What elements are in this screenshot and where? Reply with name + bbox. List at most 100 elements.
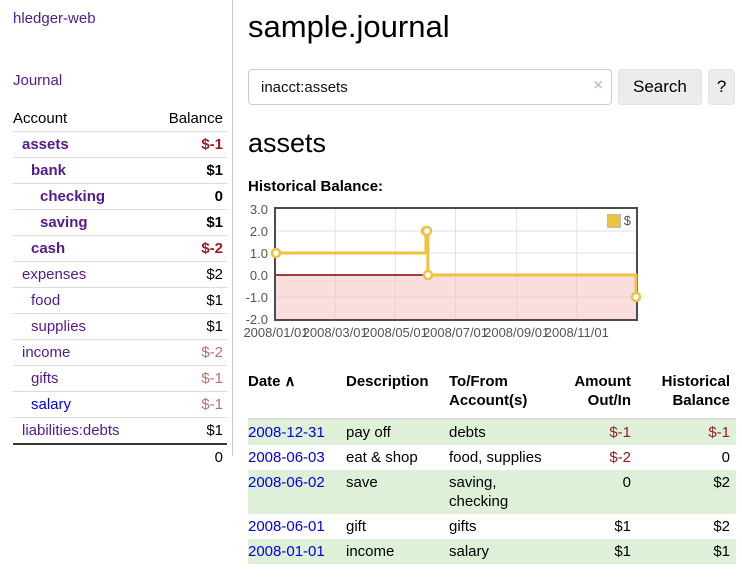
register-header-description: Description: [346, 368, 449, 420]
account-balance: $-1: [201, 136, 223, 153]
account-row: bank $1: [13, 157, 227, 184]
transaction-balance: $-1: [708, 424, 730, 441]
account-balance: $2: [206, 266, 223, 283]
y-tick-label: 1.0: [249, 246, 268, 261]
y-tick-label: 2.0: [249, 224, 268, 239]
transaction-description: gift: [346, 518, 367, 535]
account-row: food $1: [13, 287, 227, 314]
account-link-income[interactable]: income: [22, 344, 71, 361]
register-row: 2008-06-01 gift gifts $1 $2: [248, 514, 736, 539]
transaction-balance: $2: [713, 474, 730, 491]
account-balance: 0: [214, 188, 223, 205]
y-tick-label: 0.0: [249, 268, 268, 283]
transaction-amount: $1: [614, 518, 631, 535]
account-balance: $1: [206, 214, 223, 231]
register-row: 2008-01-01 income salary $1 $1: [248, 539, 736, 564]
chart-title: Historical Balance:: [248, 178, 384, 195]
account-row: saving $1: [13, 209, 227, 236]
search-button[interactable]: Search: [618, 69, 702, 105]
chart-canvas: [270, 209, 642, 319]
x-tick-label: 2008/05/01: [362, 325, 428, 340]
sort-asc-icon: ∧: [284, 373, 296, 390]
account-balance: $1: [206, 422, 223, 439]
register-header-amount: Amount Out/In: [557, 368, 637, 420]
y-tick-label: 3.0: [249, 202, 268, 217]
account-link-liabilities-debts[interactable]: liabilities:debts: [22, 422, 120, 439]
account-balance: $-1: [201, 396, 223, 413]
x-tick-label: 2008/07/01: [422, 325, 489, 340]
help-button[interactable]: ?: [707, 69, 736, 105]
transaction-amount: $1: [614, 543, 631, 560]
account-balance: $-2: [201, 344, 223, 361]
account-link-expenses[interactable]: expenses: [22, 266, 87, 283]
transaction-balance: $1: [713, 543, 730, 560]
accounts-header-account: Account: [13, 110, 68, 127]
register-row: 2008-12-31 pay off debts $-1 $-1: [248, 419, 736, 445]
account-link-checking[interactable]: checking: [40, 188, 106, 205]
register-header-date[interactable]: Date ∧: [248, 368, 346, 420]
transaction-date-link[interactable]: 2008-06-03: [248, 449, 325, 466]
transaction-amount: 0: [622, 474, 631, 491]
register-row: 2008-06-03 eat & shop food, supplies $-2…: [248, 445, 736, 470]
account-balance: $1: [206, 292, 223, 309]
chart-plot-area: $: [270, 207, 642, 321]
clear-search-icon[interactable]: ×: [593, 77, 603, 94]
transaction-account: gifts: [449, 518, 477, 535]
accounts-total-value: 0: [214, 449, 223, 466]
account-link-gifts[interactable]: gifts: [31, 370, 59, 387]
accounts-total-row: 0: [13, 444, 227, 470]
accounts-table: Account Balance assets $-1 bank $1 check…: [13, 106, 227, 470]
legend-label: $: [623, 213, 631, 228]
account-link-food[interactable]: food: [31, 292, 61, 309]
account-row: supplies $1: [13, 313, 227, 340]
x-tick-label: 2008/09/01: [484, 325, 550, 340]
account-balance: $-2: [201, 240, 223, 257]
transaction-balance: 0: [721, 449, 730, 466]
account-row: liabilities:debts $1: [13, 417, 227, 445]
register-row: 2008-06-02 save saving, checking 0 $2: [248, 470, 736, 514]
account-link-cash[interactable]: cash: [31, 240, 66, 257]
register-table: Date ∧ Description To/From Account(s) Amo…: [248, 368, 736, 564]
legend-swatch-icon: [606, 213, 621, 228]
transaction-date-link[interactable]: 2008-12-31: [248, 424, 325, 441]
search-form: × Search ?: [248, 69, 736, 105]
y-tick-label: -1.0: [245, 290, 268, 305]
app-title-link[interactable]: hledger-web: [13, 10, 96, 27]
account-link-bank[interactable]: bank: [31, 162, 67, 179]
account-balance: $-1: [201, 370, 223, 387]
transaction-description: eat & shop: [346, 449, 418, 466]
sidebar: hledger-web Journal Account Balance asse…: [0, 0, 233, 466]
account-row: assets $-1: [13, 131, 227, 158]
register-header-account: To/From Account(s): [449, 368, 557, 420]
search-input[interactable]: [248, 69, 612, 105]
register-header-balance: Historical Balance: [637, 368, 736, 420]
transaction-amount: $-2: [609, 449, 631, 466]
transaction-description: pay off: [346, 424, 391, 441]
transaction-account: food, supplies: [449, 449, 542, 466]
account-link-supplies[interactable]: supplies: [31, 318, 87, 335]
accounts-header-balance: Balance: [168, 110, 223, 127]
sidebar-item-journal[interactable]: Journal: [13, 72, 63, 89]
account-link-saving[interactable]: saving: [40, 214, 88, 231]
x-tick-label: 2008/11/01: [544, 325, 609, 340]
account-link-salary[interactable]: salary: [31, 396, 72, 413]
transaction-account: salary: [449, 543, 490, 560]
transaction-date-link[interactable]: 2008-06-01: [248, 518, 325, 535]
x-tick-label: 2008/01/01: [243, 325, 309, 340]
account-balance: $1: [206, 318, 223, 335]
balance-chart: $ 3.0 2.0 1.0 0.0 -1.0 -2.0 2008/01/01 2008/03…: [243, 202, 736, 351]
account-row: cash $-2: [13, 235, 227, 262]
transaction-balance: $2: [713, 518, 730, 535]
main-content: sample.journal × Search ? assets Histori…: [243, 0, 736, 564]
account-row: expenses $2: [13, 261, 227, 288]
transaction-account: debts: [449, 424, 486, 441]
account-link-assets[interactable]: assets: [22, 136, 69, 153]
page-title: sample.journal: [248, 9, 450, 44]
transaction-date-link[interactable]: 2008-06-02: [248, 474, 325, 491]
transaction-description: income: [346, 543, 395, 560]
register-header-date-label: Date: [248, 373, 281, 390]
transaction-account: saving, checking: [449, 474, 509, 510]
transaction-amount: $-1: [609, 424, 631, 441]
x-tick-label: 2008/03/01: [302, 325, 368, 340]
transaction-date-link[interactable]: 2008-01-01: [248, 543, 325, 560]
